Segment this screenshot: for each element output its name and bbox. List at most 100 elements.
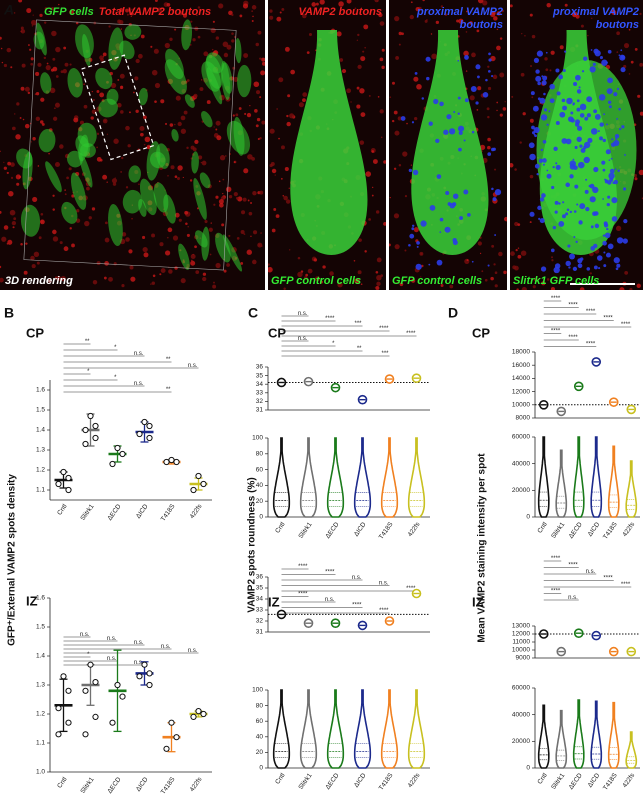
red-speckle [486,107,490,111]
red-speckle [269,15,274,20]
blue-bouton [457,59,460,62]
red-speckle [530,65,532,67]
red-speckle [48,152,50,155]
blue-bouton [605,149,611,155]
blue-bouton [569,253,575,260]
red-speckle [529,13,533,17]
red-speckle [60,70,64,74]
red-speckle [630,60,634,64]
red-speckle [636,283,641,288]
red-speckle [153,48,159,54]
red-speckle [91,207,96,211]
red-speckle [212,284,217,289]
red-speckle [487,115,490,119]
blue-bouton [613,139,620,147]
red-speckle [247,154,253,160]
red-speckle [314,276,321,282]
red-speckle [255,124,259,128]
red-speckle [529,221,532,224]
micrograph [510,0,643,290]
blue-bouton [494,234,497,236]
blue-bouton [428,263,431,266]
blue-bouton [586,267,591,271]
red-speckle [377,96,380,98]
red-speckle [414,117,418,121]
red-speckle [357,33,360,37]
data-point [114,681,121,689]
red-speckle [487,145,491,150]
significance-label: n.s. [568,595,578,601]
blue-bouton [555,164,561,171]
blue-bouton [452,240,458,246]
red-speckle [546,2,551,8]
blue-bouton [453,110,456,113]
red-speckle [304,276,308,280]
red-speckle [255,42,259,47]
red-speckle [639,12,642,15]
red-speckle [91,90,94,93]
violin [607,445,620,518]
red-speckle [399,282,404,287]
data-point [92,422,99,430]
red-speckle [202,276,207,282]
red-speckle [194,139,199,145]
x-tick-label: T418S [160,776,177,796]
blue-bouton [475,101,479,105]
blue-bouton [556,91,561,96]
red-speckle [512,265,517,270]
green-cell [139,178,157,216]
blue-bouton [583,56,588,61]
red-speckle [374,286,377,289]
red-speckle [180,128,187,134]
red-speckle [375,285,380,290]
red-speckle [257,30,262,35]
red-speckle [1,61,4,64]
red-speckle [290,69,295,75]
red-speckle [365,171,372,177]
red-speckle [465,70,468,72]
blue-bouton [593,48,599,54]
red-speckle [167,175,169,177]
blue-bouton [529,211,535,217]
red-speckle [215,262,221,269]
green-cell [215,232,231,263]
blue-bouton [555,121,560,125]
red-speckle [458,18,464,24]
blue-bouton [603,251,606,254]
significance-label: **** [379,326,389,332]
violin [326,437,345,518]
data-point [136,430,143,438]
y-tick-label: 60 [256,718,264,725]
x-tick-label: 422fs [407,772,422,790]
red-speckle [125,125,130,131]
red-speckle [638,169,643,176]
red-speckle [64,189,66,191]
significance-label: ** [85,339,90,345]
blue-bouton [416,241,420,245]
data-point [109,719,116,726]
red-speckle [360,112,366,118]
blue-bouton [541,75,544,78]
green-cell [108,203,123,247]
blue-bouton [607,243,614,250]
red-speckle [268,263,270,266]
red-speckle [46,62,49,65]
red-speckle [110,82,117,89]
blue-bouton [611,197,618,204]
red-speckle [298,102,304,108]
red-speckle [139,125,145,131]
green-cell [178,243,190,270]
blue-bouton [609,168,615,174]
significance-label: **** [379,608,389,614]
blue-bouton [614,133,620,139]
red-speckle [128,249,133,254]
red-speckle [415,6,420,12]
red-speckle [190,254,196,259]
red-speckle [142,235,146,240]
red-speckle [92,279,98,285]
red-speckle [617,226,619,228]
y-tick-label: 14000 [512,375,530,382]
significance-label: n.s. [80,632,90,638]
rendering-box [23,19,237,271]
significance-label: **** [586,342,596,348]
